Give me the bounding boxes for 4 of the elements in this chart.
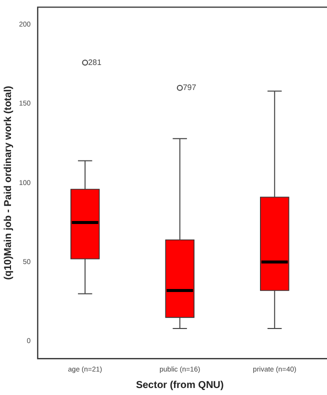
x-axis-title: Sector (from QNU) xyxy=(136,380,224,391)
annotation: 281 xyxy=(88,58,102,67)
annotation: 797 xyxy=(182,83,197,92)
y-axis-title: (q10)Main job - Paid ordinary work (total) xyxy=(2,86,14,280)
